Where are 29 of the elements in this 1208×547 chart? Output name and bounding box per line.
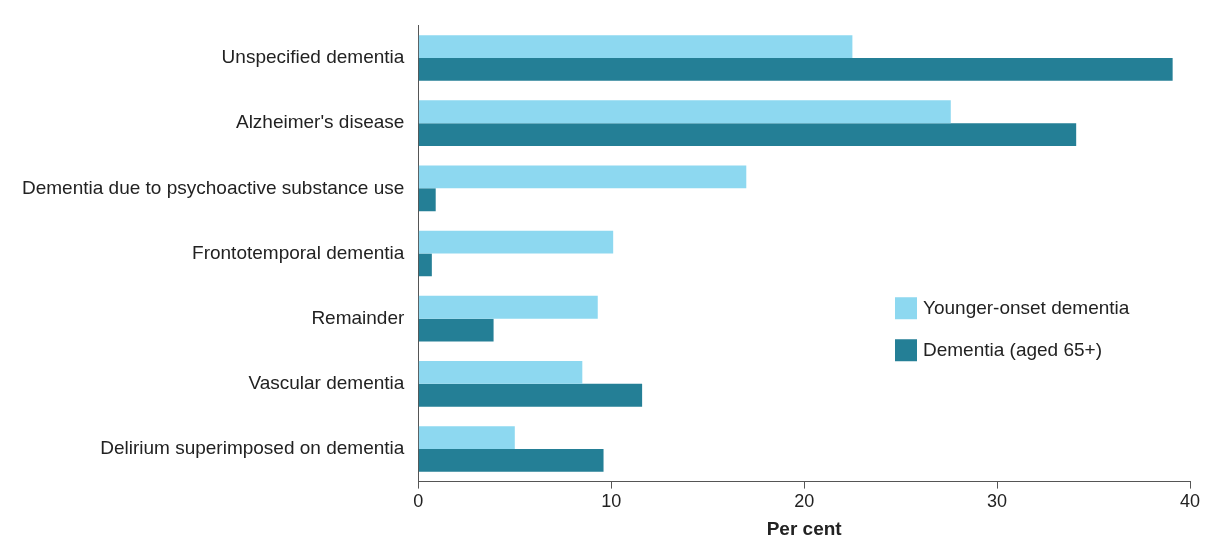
y-tick-label: Dementia due to psychoactive substance use <box>21 176 405 198</box>
bar <box>418 253 432 277</box>
y-tick-label: Frontotemporal dementia <box>192 241 405 263</box>
bar <box>418 361 583 384</box>
bar <box>418 188 436 212</box>
x-tick-label: 10 <box>601 491 622 512</box>
bar <box>418 318 494 342</box>
bar <box>418 295 598 319</box>
y-tick-label: Alzheimer's disease <box>235 111 405 133</box>
bar <box>418 383 643 407</box>
legend-label: Younger-onset dementia <box>923 297 1130 319</box>
bar <box>418 449 604 472</box>
bar <box>418 165 747 189</box>
bar <box>418 57 1173 81</box>
y-tick-label: Unspecified dementia <box>221 46 405 68</box>
x-tick-label: 40 <box>1179 491 1201 512</box>
x-axis-title: Per cent <box>766 517 843 539</box>
bar <box>418 35 853 58</box>
bar <box>418 123 1077 146</box>
x-tick-label: 0 <box>413 491 424 512</box>
y-tick-label: Remainder <box>311 306 405 328</box>
x-tick-label: 30 <box>987 491 1008 512</box>
y-tick-label: Vascular dementia <box>248 372 405 394</box>
bar <box>418 426 515 450</box>
bar <box>418 230 614 254</box>
legend-label: Dementia (aged 65+) <box>923 339 1103 361</box>
bar <box>418 100 951 124</box>
x-tick-label: 20 <box>794 491 815 512</box>
y-tick-label: Delirium superimposed on dementia <box>100 437 405 459</box>
